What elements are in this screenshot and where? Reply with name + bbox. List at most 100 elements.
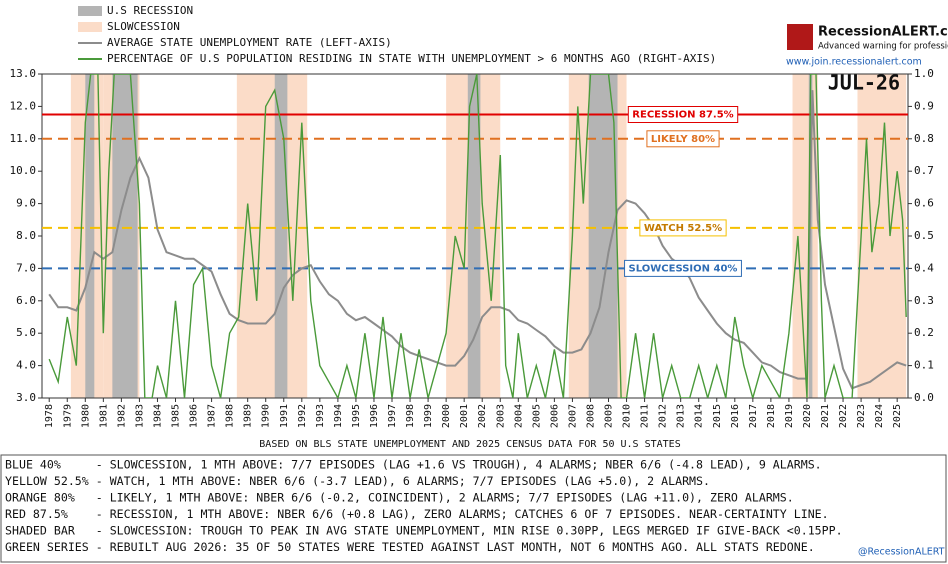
threshold-label: RECESSION 87.5% <box>632 110 733 121</box>
x-tick-label: 2001 <box>459 404 470 428</box>
y2-tick-label: 0.8 <box>914 132 934 145</box>
y-tick-label: 12.0 <box>10 99 37 112</box>
series-line <box>48 74 907 398</box>
y2-tick-label: 0.1 <box>914 359 934 372</box>
threshold-label: SLOWCESSION 40% <box>629 263 738 274</box>
x-tick-label: 1983 <box>134 404 145 428</box>
y2-tick-label: 0.9 <box>914 99 934 112</box>
x-tick-label: 1997 <box>387 404 398 428</box>
threshold-label-box <box>639 219 727 237</box>
y-tick-label: 3.0 <box>16 391 36 404</box>
x-tick-label: 1982 <box>116 404 127 428</box>
legend-label: U.S RECESSION <box>107 4 193 17</box>
x-tick-label: 1981 <box>98 404 109 428</box>
note-line: GREEN SERIES - REBUILT AUG 2026: 35 OF 5… <box>5 540 815 554</box>
logo-url: www.join.recessionalert.com <box>786 57 922 68</box>
threshold-label-box <box>624 259 742 277</box>
legend-label: SLOWCESSION <box>107 20 180 33</box>
x-tick-label: 2023 <box>856 404 867 428</box>
y-tick-label: 7.0 <box>16 261 36 274</box>
note-line: SHADED BAR - SLOWCESSION: TROUGH TO PEAK… <box>5 524 843 538</box>
note-line: YELLOW 52.5% - WATCH, 1 MTH ABOVE: NBER … <box>5 474 710 488</box>
y-tick-label: 11.0 <box>10 132 37 145</box>
note-line: RED 87.5% - RECESSION, 1 MTH ABOVE: NBER… <box>5 507 829 521</box>
x-tick-label: 2021 <box>820 404 831 428</box>
y-tick-label: 5.0 <box>16 326 36 339</box>
logo-title: RecessionALERT.com <box>818 25 948 40</box>
x-tick-label: 2004 <box>513 404 524 428</box>
threshold-label-box <box>646 130 720 148</box>
threshold-label: WATCH 52.5% <box>644 223 722 234</box>
y-tick-label: 8.0 <box>16 229 36 242</box>
x-tick-label: 2012 <box>658 404 669 428</box>
x-tick-label: 1995 <box>351 404 362 428</box>
x-tick-label: 1993 <box>315 404 326 428</box>
y2-tick-label: 0.3 <box>914 294 934 307</box>
y-tick-label: 13.0 <box>10 67 37 80</box>
x-tick-label: 1996 <box>369 404 380 428</box>
credit: @RecessionALERT <box>858 547 945 558</box>
x-tick-label: 2022 <box>838 404 849 428</box>
x-tick-label: 2016 <box>730 404 741 428</box>
y2-tick-label: 0.6 <box>914 197 934 210</box>
x-tick-label: 1984 <box>152 404 163 428</box>
threshold-label: LIKELY 80% <box>651 134 715 145</box>
x-tick-label: 2002 <box>477 404 488 428</box>
footnote: BASED ON BLS STATE UNEMPLOYMENT AND 2025… <box>259 439 680 450</box>
y2-tick-label: 0.7 <box>914 164 934 177</box>
x-tick-label: 1979 <box>62 404 73 428</box>
threshold-label-group: SLOWCESSION 40% <box>624 259 742 277</box>
y-tick-label: 4.0 <box>16 359 36 372</box>
x-tick-label: 2006 <box>549 404 560 428</box>
x-tick-label: 1994 <box>333 404 344 428</box>
y2-tick-label: 0.2 <box>914 326 934 339</box>
x-tick-label: 1998 <box>405 404 416 428</box>
x-tick-label: 2018 <box>766 404 777 428</box>
legend-label: PERCENTAGE OF U.S POPULATION RESIDING IN… <box>107 52 716 65</box>
series-line <box>48 90 907 390</box>
x-tick-label: 2020 <box>802 404 813 428</box>
logo-icon <box>787 24 813 50</box>
x-tick-label: 2009 <box>604 404 615 428</box>
x-tick-label: 1992 <box>297 404 308 428</box>
x-tick-label: 2010 <box>622 404 633 428</box>
x-tick-label: 1999 <box>423 404 434 428</box>
x-tick-label: 2019 <box>784 404 795 428</box>
note-line: ORANGE 80% - LIKELY, 1 MTH ABOVE: NBER 6… <box>5 491 794 505</box>
threshold-label-group: RECESSION 87.5% <box>627 106 739 123</box>
x-tick-label: 1988 <box>225 404 236 428</box>
x-tick-label: 2003 <box>495 404 506 428</box>
legend-label: AVERAGE STATE UNEMPLOYMENT RATE (LEFT-AX… <box>107 36 392 49</box>
x-tick-label: 2015 <box>712 404 723 428</box>
recession-band <box>85 74 95 398</box>
y2-tick-label: 0.5 <box>914 229 934 242</box>
y-tick-label: 10.0 <box>10 164 37 177</box>
note-line: BLUE 40% - SLOWCESSION, 1 MTH ABOVE: 7/7… <box>5 458 822 472</box>
x-tick-label: 2008 <box>585 404 596 428</box>
y2-tick-label: 1.0 <box>914 67 934 80</box>
x-tick-label: 1987 <box>207 404 218 428</box>
x-tick-label: 1990 <box>261 404 272 428</box>
threshold-label-group: LIKELY 80% <box>646 130 720 148</box>
stamp: JUL-26 <box>828 71 900 95</box>
legend-swatch <box>78 22 102 32</box>
notes-box <box>0 454 947 563</box>
x-tick-label: 1989 <box>243 404 254 428</box>
y-tick-label: 9.0 <box>16 197 36 210</box>
x-tick-label: 2025 <box>892 404 903 428</box>
recession-band <box>467 74 481 398</box>
x-tick-label: 1991 <box>279 404 290 428</box>
slowcession-band <box>857 74 907 398</box>
y2-tick-label: 0.4 <box>914 261 934 274</box>
x-tick-label: 2011 <box>640 404 651 428</box>
legend-swatch <box>78 6 102 16</box>
x-tick-label: 2007 <box>567 404 578 428</box>
logo-subtitle: Advanced warning for professionals <box>818 42 948 52</box>
threshold-label-group: WATCH 52.5% <box>639 219 727 237</box>
x-tick-label: 1986 <box>189 404 200 428</box>
x-tick-label: 1985 <box>171 404 182 428</box>
x-tick-label: 1978 <box>44 404 55 428</box>
x-tick-label: 2014 <box>694 404 705 428</box>
x-tick-label: 2005 <box>531 404 542 428</box>
